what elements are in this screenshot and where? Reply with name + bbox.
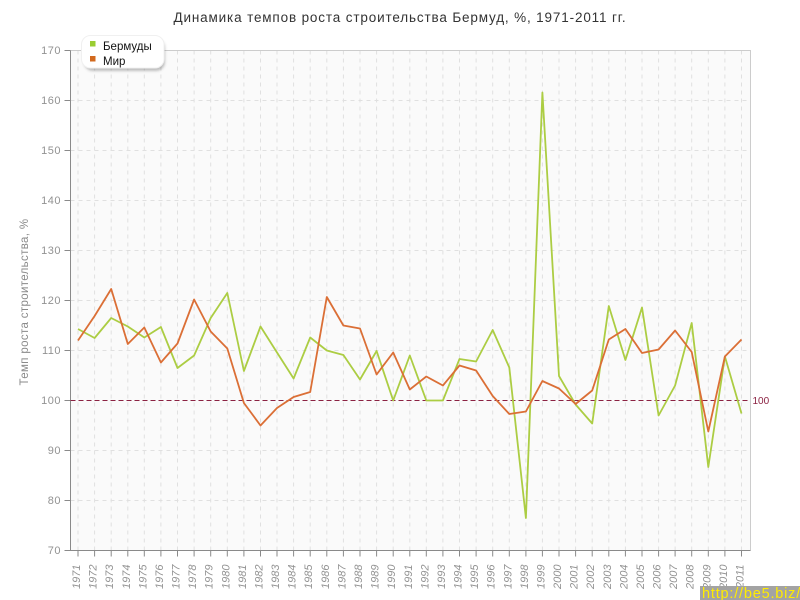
svg-text:100: 100 — [41, 395, 61, 407]
svg-text:90: 90 — [48, 445, 61, 457]
svg-text:140: 140 — [41, 195, 61, 207]
svg-text:1995: 1995 — [469, 564, 481, 589]
svg-text:1978: 1978 — [187, 564, 199, 589]
svg-text:2002: 2002 — [585, 565, 597, 590]
svg-text:1983: 1983 — [270, 564, 282, 589]
svg-text:1994: 1994 — [453, 565, 465, 589]
svg-text:2009: 2009 — [701, 565, 713, 590]
svg-text:1992: 1992 — [419, 565, 431, 589]
svg-text:2004: 2004 — [618, 565, 630, 590]
svg-text:1971: 1971 — [71, 565, 83, 589]
svg-text:1972: 1972 — [88, 565, 100, 589]
svg-text:1975: 1975 — [137, 564, 149, 589]
svg-text:170: 170 — [41, 45, 61, 57]
svg-text:2003: 2003 — [602, 564, 614, 590]
svg-text:120: 120 — [41, 295, 61, 307]
svg-text:1997: 1997 — [502, 564, 514, 589]
svg-text:2010: 2010 — [718, 564, 730, 590]
svg-text:80: 80 — [48, 495, 61, 507]
svg-text:1976: 1976 — [154, 564, 166, 589]
svg-text:70: 70 — [48, 545, 61, 557]
svg-text:1985: 1985 — [303, 564, 315, 589]
svg-text:2001: 2001 — [569, 565, 581, 590]
svg-text:1999: 1999 — [535, 565, 547, 589]
svg-text:2005: 2005 — [635, 564, 647, 590]
svg-text:Темп роста строительства, %: Темп роста строительства, % — [19, 219, 31, 386]
svg-text:1981: 1981 — [237, 565, 249, 589]
svg-text:1988: 1988 — [353, 564, 365, 589]
svg-text:2011: 2011 — [735, 565, 747, 590]
svg-text:1991: 1991 — [403, 565, 415, 589]
svg-text:Бермуды: Бермуды — [103, 41, 152, 53]
svg-text:110: 110 — [42, 345, 61, 357]
svg-text:1979: 1979 — [204, 565, 216, 589]
svg-text:2006: 2006 — [652, 564, 664, 590]
svg-text:100: 100 — [753, 396, 770, 407]
svg-text:1986: 1986 — [320, 564, 332, 589]
svg-text:1982: 1982 — [254, 565, 266, 589]
svg-text:1989: 1989 — [370, 565, 382, 589]
svg-text:1998: 1998 — [519, 564, 531, 589]
svg-text:1984: 1984 — [287, 565, 299, 589]
svg-text:1980: 1980 — [220, 564, 232, 589]
svg-text:150: 150 — [41, 145, 61, 157]
svg-text:130: 130 — [41, 245, 61, 257]
svg-text:1987: 1987 — [336, 564, 348, 589]
svg-text:1996: 1996 — [486, 564, 498, 589]
svg-text:1973: 1973 — [104, 564, 116, 589]
svg-text:2000: 2000 — [552, 564, 564, 590]
svg-text:1990: 1990 — [386, 564, 398, 589]
svg-text:160: 160 — [41, 95, 61, 107]
svg-text:1977: 1977 — [171, 564, 183, 589]
svg-text:1974: 1974 — [121, 565, 133, 589]
svg-text:2007: 2007 — [668, 564, 680, 590]
svg-text:2008: 2008 — [685, 564, 697, 590]
svg-text:1993: 1993 — [436, 564, 448, 589]
svg-text:Мир: Мир — [103, 56, 125, 68]
